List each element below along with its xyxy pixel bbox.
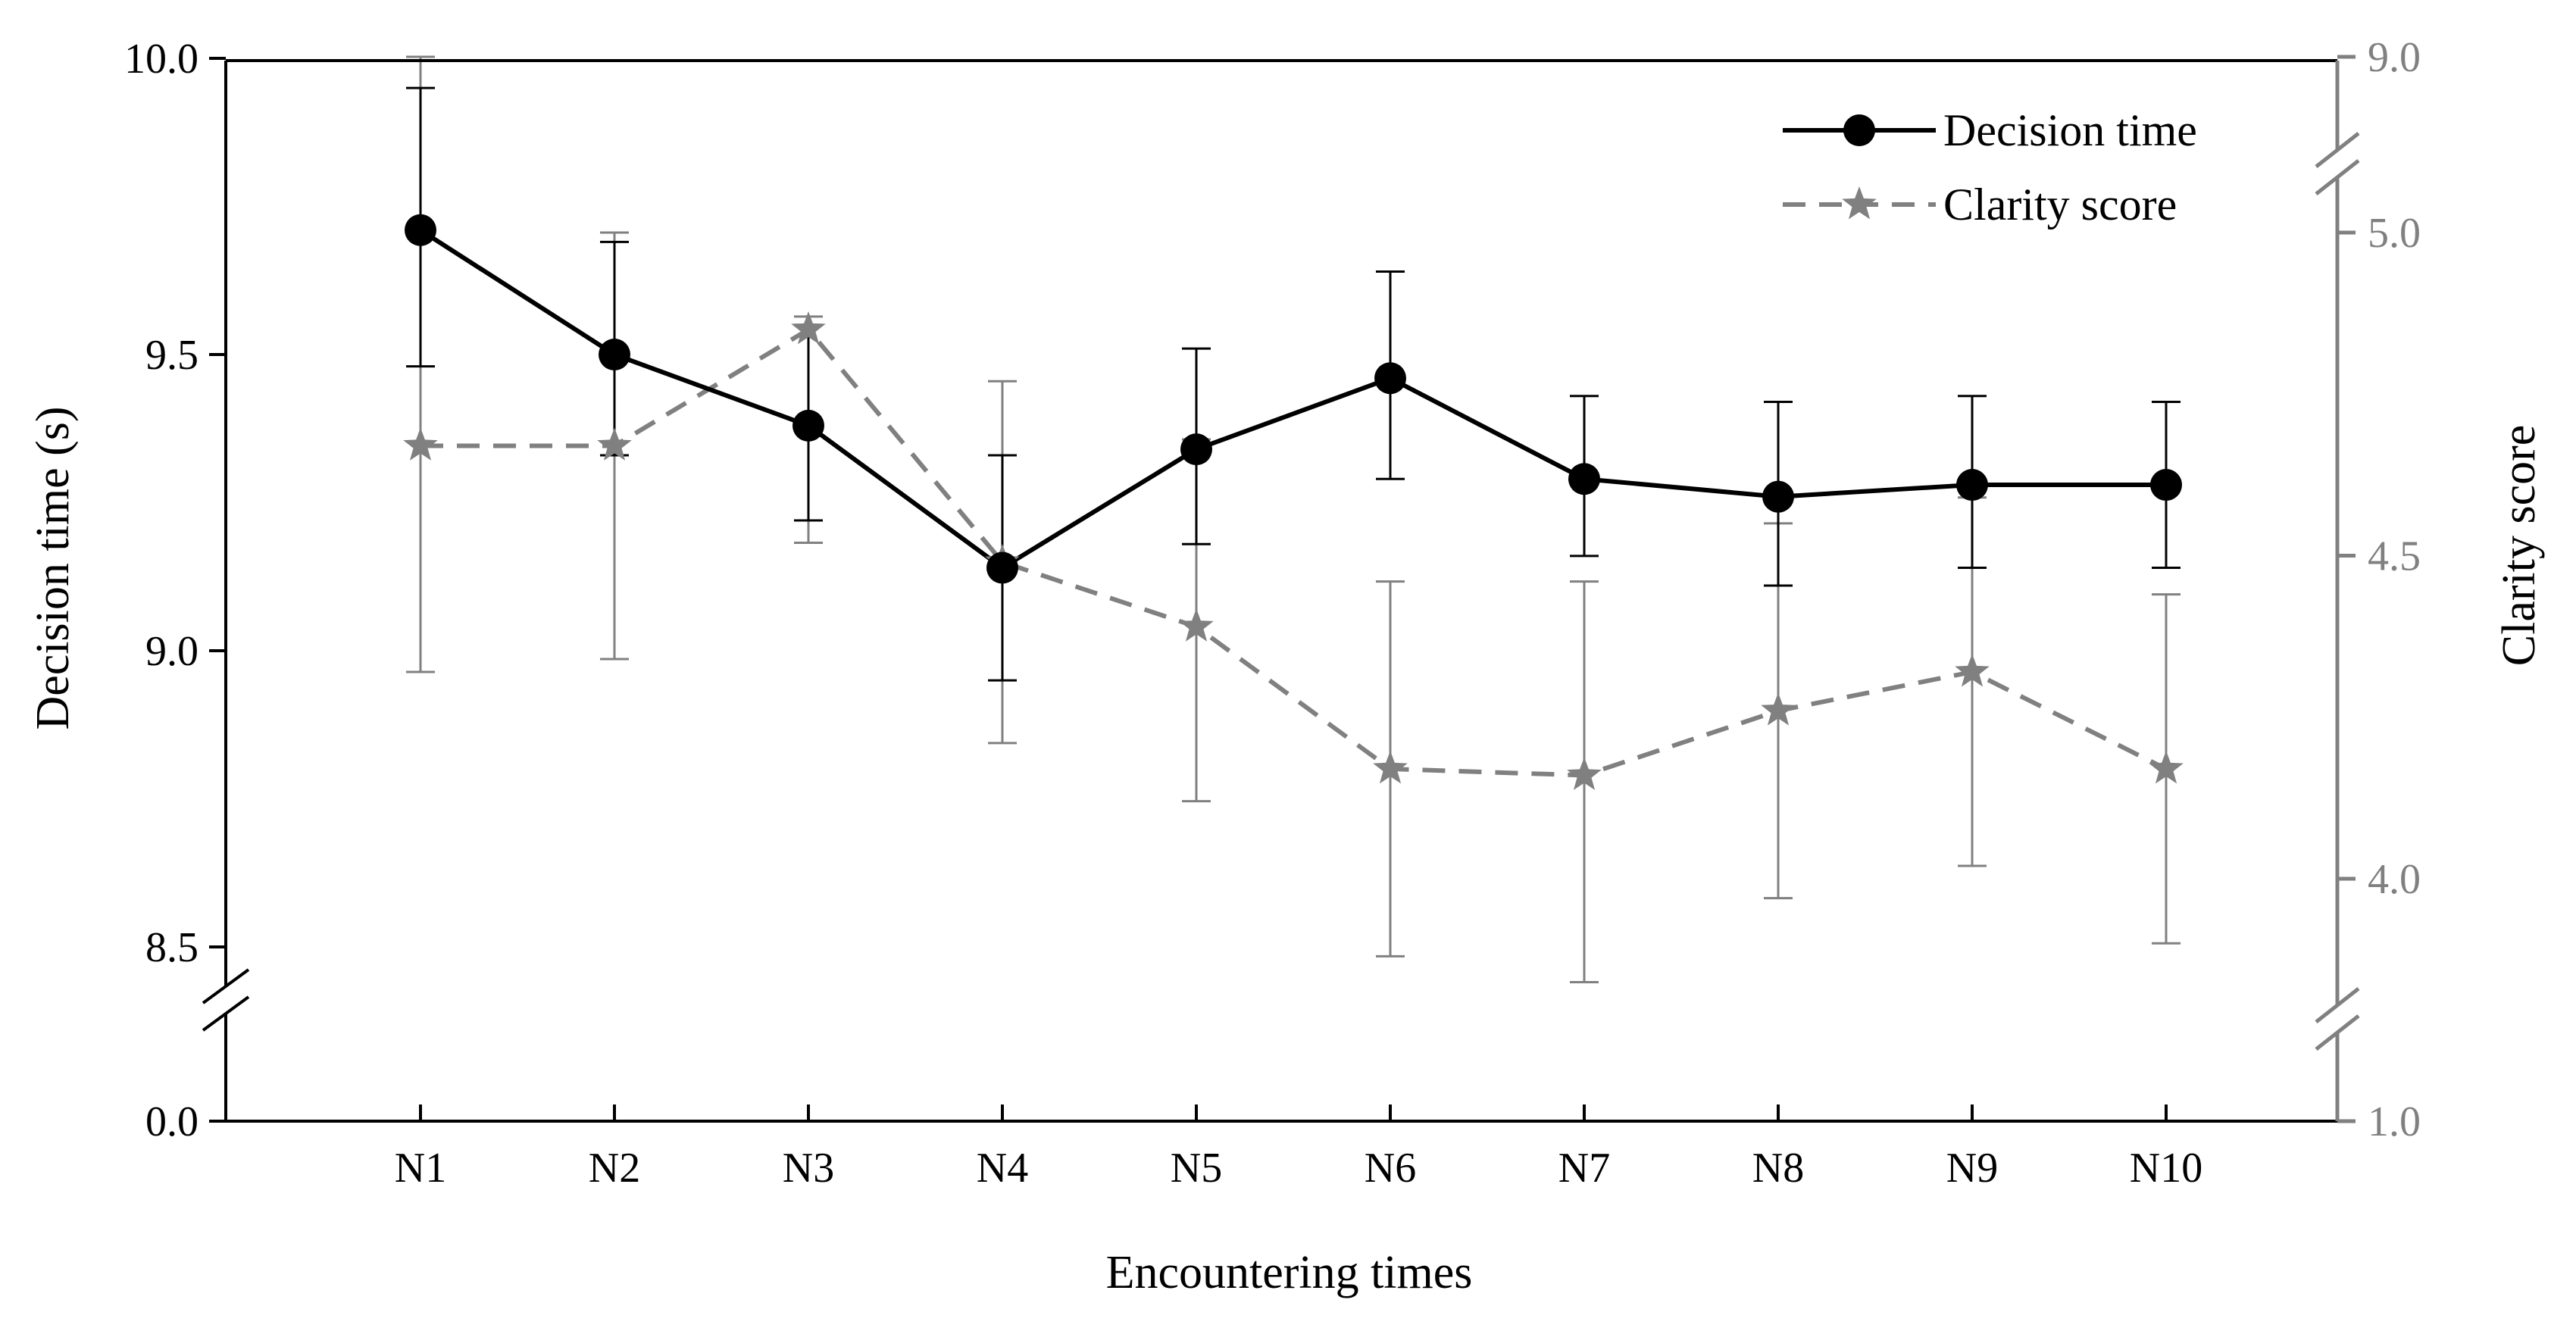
clarity-point — [597, 427, 632, 461]
axes: 0.0 8.5 9.0 9.5 10.0 1.0 4.0 4.5 5.0 9.0 N1 N2 N3 N4 N… — [124, 34, 2421, 1192]
decision-series-line — [419, 228, 2166, 571]
clarity-point — [1567, 757, 1602, 790]
left-tick-label: 10.0 — [124, 36, 199, 83]
clarity-point — [1955, 654, 1990, 687]
decision-point — [792, 409, 824, 442]
right-axis-break-mark — [2315, 987, 2360, 1023]
left-tick-label: 9.0 — [145, 628, 199, 675]
right-axis-break-mark — [2315, 159, 2360, 195]
x-tick-label: N8 — [1752, 1145, 1804, 1192]
x-tick-label: N1 — [395, 1145, 446, 1192]
series-markers — [403, 214, 2184, 790]
x-tick-label: N2 — [589, 1145, 640, 1192]
right-tick-label: 4.0 — [2368, 856, 2421, 903]
right-tick-label: 5.0 — [2368, 210, 2421, 257]
right-tick-label: 4.5 — [2368, 533, 2421, 580]
legend: Decision time Clarity score — [1783, 105, 2197, 230]
clarity-point — [1179, 608, 1214, 642]
decision-point — [2150, 469, 2182, 501]
clarity-point — [791, 311, 826, 345]
right-tick-label: 1.0 — [2368, 1098, 2421, 1145]
left-tick-label: 8.5 — [145, 924, 199, 971]
clarity-point — [2149, 751, 2184, 784]
right-y-axis-title: Clarity score — [2493, 425, 2545, 667]
right-axis-break-mark — [2315, 132, 2360, 168]
legend-decision-marker — [1843, 114, 1875, 146]
left-y-axis-title: Decision time (s) — [27, 406, 79, 730]
x-axis-title: Encountering times — [1106, 1247, 1473, 1298]
x-tick-label: N3 — [783, 1145, 834, 1192]
x-tick-label: N5 — [1171, 1145, 1222, 1192]
decision-point — [405, 214, 436, 246]
x-tick-label: N7 — [1558, 1145, 1610, 1192]
left-axis-break-mark — [202, 995, 250, 1032]
series-lines — [419, 228, 2168, 778]
x-tick-label: N4 — [977, 1145, 1028, 1192]
decision-point — [1956, 469, 1988, 501]
legend-clarity-marker — [1842, 186, 1877, 220]
x-tick-label: N6 — [1365, 1145, 1416, 1192]
right-tick-label: 9.0 — [2368, 34, 2421, 81]
decision-point — [599, 339, 630, 370]
clarity-point — [403, 427, 438, 461]
clarity-point — [1373, 751, 1408, 784]
left-tick-label: 9.5 — [145, 332, 199, 379]
right-axis-break-mark — [2315, 1014, 2360, 1051]
decision-point — [1568, 463, 1600, 495]
x-tick-label: N10 — [2130, 1145, 2202, 1192]
clarity-point — [1761, 692, 1796, 726]
legend-clarity-label: Clarity score — [1943, 180, 2177, 230]
decision-point — [1762, 480, 1794, 513]
decision-point — [1180, 433, 1212, 466]
decision-point — [986, 551, 1018, 584]
x-tick-label: N9 — [1946, 1145, 1998, 1192]
left-axis-break-mark — [202, 968, 250, 1004]
left-tick-label: 0.0 — [145, 1098, 199, 1145]
legend-decision-label: Decision time — [1943, 105, 2197, 155]
decision-point — [1374, 362, 1406, 395]
